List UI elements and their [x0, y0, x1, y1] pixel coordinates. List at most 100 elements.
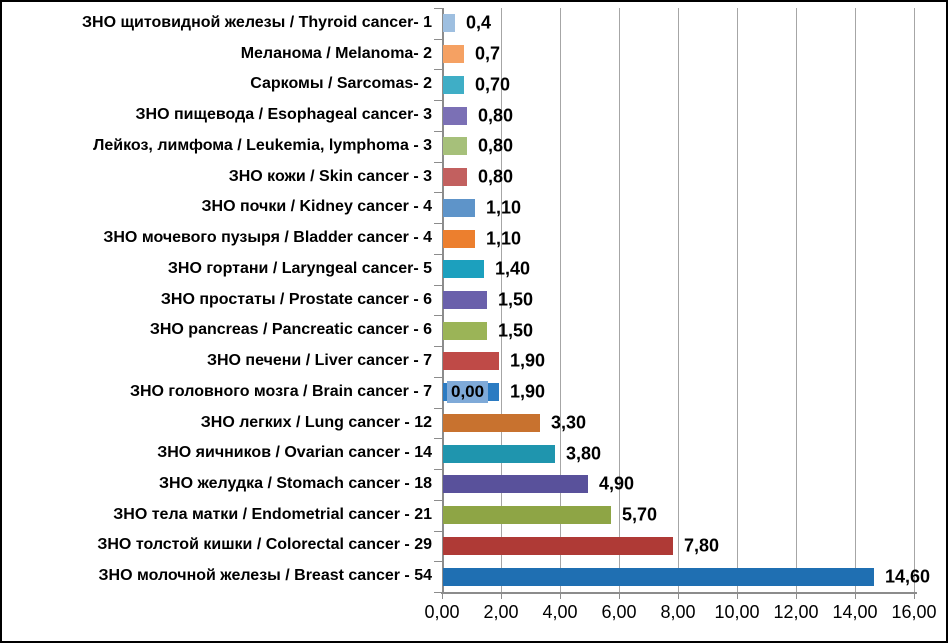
table-row: ЗНО молочной железы / Breast cancer - 54… — [2, 561, 946, 592]
table-row: ЗНО мочевого пузыря / Bladder cancer - 4… — [2, 223, 946, 254]
bar-strip: 0,7 — [442, 39, 915, 70]
bar-strip: 0,80 — [442, 100, 915, 131]
y-tick-mark — [434, 69, 442, 70]
table-row: ЗНО щитовидной железы / Thyroid cancer- … — [2, 8, 946, 39]
category-label: ЗНО головного мозга / Brain cancer - 7 — [129, 382, 432, 400]
category-label: Саркомы / Sarcomas- 2 — [250, 75, 432, 93]
category-label: ЗНО молочной железы / Breast cancer - 54 — [98, 567, 433, 585]
y-tick-mark — [434, 531, 442, 532]
table-row: ЗНО пищевода / Esophageal cancer- 3 0,80 — [2, 100, 946, 131]
category-label: Лейкоз, лимфома / Leukemia, lymphoma - 3 — [93, 136, 432, 154]
bar-strip: 0,80 — [442, 131, 915, 162]
value-label: 1,10 — [486, 197, 522, 218]
bar-strip: 1,90 — [442, 346, 915, 377]
category-label: ЗНО печени / Liver cancer - 7 — [206, 352, 432, 370]
category-label: ЗНО желудка / Stomach cancer - 18 — [159, 474, 432, 492]
value-label: 0,80 — [478, 105, 514, 126]
value-label: 1,50 — [498, 320, 534, 341]
y-tick-mark — [434, 500, 442, 501]
value-label: 14,60 — [885, 566, 931, 587]
x-axis-tick-label: 6,00 — [601, 602, 637, 622]
bar-strip: 3,80 — [442, 438, 915, 469]
category-label: ЗНО гортани / Laryngeal cancer- 5 — [167, 259, 432, 277]
bar-strip: 0,00 1,90 — [442, 377, 915, 408]
bar — [443, 260, 484, 279]
table-row: ЗНО желудка / Stomach cancer - 18 4,90 — [2, 469, 946, 500]
y-tick-mark — [434, 469, 442, 470]
table-row: ЗНО толстой кишки / Colorectal cancer - … — [2, 530, 946, 561]
x-tick-mark — [737, 594, 738, 599]
category-label: ЗНО щитовидной железы / Thyroid cancer- … — [82, 13, 432, 31]
gridline-2,00 — [501, 8, 502, 592]
value-label: 4,90 — [599, 473, 635, 494]
x-axis-tick-label: 4,00 — [542, 602, 578, 622]
bar — [443, 413, 540, 432]
value-label: 0,70 — [475, 74, 511, 95]
y-tick-mark — [434, 192, 442, 193]
category-label: ЗНО кожи / Skin cancer - 3 — [228, 167, 432, 185]
y-tick-mark — [434, 592, 442, 593]
bar — [443, 106, 467, 125]
table-row: ЗНО кожи / Skin cancer - 3 0,80 — [2, 162, 946, 193]
bar-strip: 1,40 — [442, 254, 915, 285]
bar — [443, 75, 464, 94]
gridline-6,00 — [619, 8, 620, 592]
x-tick-mark — [678, 594, 679, 599]
gridline-10,00 — [737, 8, 738, 592]
gridline-4,00 — [560, 8, 561, 592]
table-row: ЗНО pancreas / Pancreatic cancer - 6 1,50 — [2, 315, 946, 346]
bar — [443, 321, 487, 340]
bar — [443, 475, 588, 494]
table-row: ЗНО головного мозга / Brain cancer - 7 0,… — [2, 377, 946, 408]
bar-strip: 3,30 — [442, 408, 915, 439]
y-tick-mark — [434, 254, 442, 255]
bar — [443, 168, 467, 187]
category-label: ЗНО мочевого пузыря / Bladder cancer - 4 — [103, 229, 432, 247]
y-tick-mark — [434, 162, 442, 163]
x-axis-tick-label: 0,00 — [424, 602, 460, 622]
y-tick-mark — [434, 438, 442, 439]
value-label: 1,40 — [495, 258, 531, 279]
bar — [443, 536, 673, 555]
value-label: 0,80 — [478, 166, 514, 187]
table-row: Меланома / Melanoma- 2 0,7 — [2, 39, 946, 70]
category-label: ЗНО pancreas / Pancreatic cancer - 6 — [149, 321, 432, 339]
bar-rows: ЗНО щитовидной железы / Thyroid cancer- … — [2, 8, 946, 592]
table-row: ЗНО простаты / Prostate cancer - 6 1,50 — [2, 285, 946, 316]
x-axis-tick-label: 10,00 — [714, 602, 760, 622]
value-label: 1,90 — [510, 381, 546, 402]
x-tick-mark — [914, 594, 915, 599]
bar — [443, 506, 611, 525]
bar — [443, 229, 475, 248]
bar-strip: 14,60 — [442, 561, 930, 592]
x-tick-mark — [501, 594, 502, 599]
y-tick-mark — [434, 223, 442, 224]
y-tick-mark — [434, 8, 442, 9]
x-axis-tick-label: 16,00 — [891, 602, 937, 622]
category-label: ЗНО толстой кишки / Colorectal cancer - … — [97, 536, 432, 554]
value-label: 3,80 — [566, 443, 602, 464]
bar — [443, 14, 455, 33]
bar-strip: 0,4 — [442, 8, 915, 39]
y-tick-mark — [434, 100, 442, 101]
bar — [443, 290, 487, 309]
category-label: ЗНО легких / Lung cancer - 12 — [200, 413, 432, 431]
category-label: ЗНО почки / Kidney cancer - 4 — [201, 198, 432, 216]
table-row: ЗНО печени / Liver cancer - 7 1,90 — [2, 346, 946, 377]
table-row: ЗНО легких / Lung cancer - 12 3,30 — [2, 408, 946, 439]
value-label: 0,7 — [475, 43, 501, 64]
x-tick-mark — [560, 594, 561, 599]
x-axis-tick-label: 12,00 — [773, 602, 819, 622]
bar-strip: 5,70 — [442, 500, 915, 531]
gridline-16,00 — [914, 8, 915, 592]
table-row: ЗНО гортани / Laryngeal cancer- 5 1,40 — [2, 254, 946, 285]
gridline-8,00 — [678, 8, 679, 592]
y-tick-mark — [434, 561, 442, 562]
x-axis-tick-label: 2,00 — [483, 602, 519, 622]
category-label: Меланома / Melanoma- 2 — [240, 44, 432, 62]
bar-strip: 0,70 — [442, 69, 915, 100]
y-tick-mark — [434, 315, 442, 316]
y-tick-mark — [434, 131, 442, 132]
bar — [443, 567, 874, 586]
bar-strip: 1,50 — [442, 315, 915, 346]
